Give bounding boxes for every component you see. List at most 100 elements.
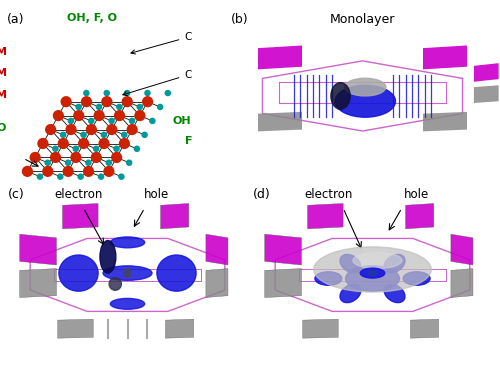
Ellipse shape [335, 85, 396, 117]
Point [64, 168, 72, 174]
Point [44, 168, 52, 174]
Text: (c): (c) [8, 188, 24, 201]
Point [95, 104, 103, 110]
Ellipse shape [314, 247, 432, 292]
Polygon shape [20, 269, 57, 297]
Ellipse shape [384, 284, 405, 303]
Polygon shape [451, 269, 473, 297]
Text: OH: OH [172, 116, 191, 126]
Point [72, 146, 80, 152]
Ellipse shape [103, 266, 152, 280]
Point [100, 132, 108, 138]
Point [87, 118, 95, 124]
Point [80, 141, 88, 146]
Polygon shape [474, 85, 498, 103]
Point [80, 132, 88, 138]
Point [116, 104, 124, 110]
Text: OH, F, O: OH, F, O [66, 13, 116, 23]
Polygon shape [406, 203, 434, 229]
Ellipse shape [403, 272, 430, 285]
Point [102, 90, 110, 96]
Point [125, 160, 133, 166]
Point [108, 127, 116, 132]
Ellipse shape [340, 254, 361, 273]
Text: M: M [0, 90, 7, 100]
Polygon shape [62, 203, 98, 229]
Ellipse shape [368, 271, 377, 275]
Ellipse shape [109, 277, 122, 290]
Point [52, 146, 60, 152]
Point [62, 99, 70, 105]
Point [92, 146, 100, 152]
Point [112, 155, 120, 161]
Point [136, 113, 144, 118]
Ellipse shape [353, 252, 402, 269]
Ellipse shape [110, 299, 144, 309]
Text: C: C [123, 70, 192, 96]
Polygon shape [166, 319, 194, 338]
Ellipse shape [157, 255, 196, 291]
Point [56, 174, 64, 180]
Point [44, 160, 52, 166]
Point [59, 132, 67, 138]
Ellipse shape [340, 284, 361, 303]
Point [82, 99, 90, 105]
Point [120, 141, 128, 146]
Point [116, 113, 124, 118]
Point [108, 118, 116, 124]
Text: (a): (a) [7, 13, 24, 26]
Point [140, 132, 148, 138]
Text: (d): (d) [252, 188, 270, 201]
Ellipse shape [59, 255, 98, 291]
Ellipse shape [346, 266, 400, 291]
Ellipse shape [315, 272, 342, 285]
Point [36, 174, 44, 180]
Ellipse shape [100, 241, 116, 273]
Point [164, 90, 172, 96]
Point [60, 141, 68, 146]
Polygon shape [410, 319, 438, 338]
Polygon shape [58, 319, 93, 338]
Point [52, 155, 60, 161]
Point [156, 104, 164, 110]
Point [82, 90, 90, 96]
Point [118, 174, 126, 180]
Polygon shape [423, 45, 467, 69]
Point [67, 118, 75, 124]
Point [46, 127, 54, 132]
Ellipse shape [124, 269, 131, 277]
Ellipse shape [360, 268, 385, 278]
Point [133, 146, 141, 152]
Polygon shape [206, 269, 228, 297]
Point [64, 160, 72, 166]
Point [92, 155, 100, 161]
Point [123, 90, 131, 96]
Point [72, 155, 80, 161]
Text: F: F [186, 136, 193, 146]
Point [54, 113, 62, 118]
Point [31, 155, 39, 161]
Point [74, 113, 82, 118]
Point [39, 141, 47, 146]
Text: Monolayer: Monolayer [330, 13, 395, 26]
Point [74, 104, 82, 110]
Point [144, 90, 152, 96]
Text: C: C [131, 32, 192, 54]
Point [112, 146, 120, 152]
Point [105, 168, 113, 174]
Text: electron: electron [304, 188, 352, 201]
Point [67, 127, 75, 132]
Polygon shape [258, 45, 302, 69]
Ellipse shape [344, 78, 386, 96]
Polygon shape [451, 234, 473, 265]
Point [24, 168, 32, 174]
Point [103, 99, 111, 105]
Point [95, 113, 103, 118]
Polygon shape [206, 234, 228, 265]
Text: hole: hole [144, 188, 170, 201]
Polygon shape [474, 63, 498, 82]
Point [97, 174, 105, 180]
Text: M: M [0, 47, 7, 57]
Text: hole: hole [404, 188, 429, 201]
Point [105, 160, 113, 166]
